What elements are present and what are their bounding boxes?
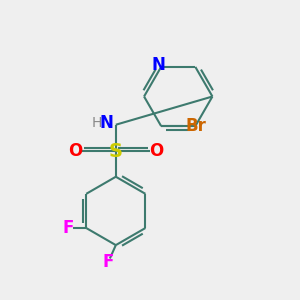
Text: F: F xyxy=(103,253,114,271)
Text: F: F xyxy=(63,219,74,237)
Text: Br: Br xyxy=(186,117,207,135)
Text: N: N xyxy=(99,114,113,132)
Text: S: S xyxy=(109,142,123,161)
Text: H: H xyxy=(91,116,102,130)
Text: N: N xyxy=(152,56,166,74)
Text: O: O xyxy=(69,142,83,160)
Text: O: O xyxy=(149,142,163,160)
